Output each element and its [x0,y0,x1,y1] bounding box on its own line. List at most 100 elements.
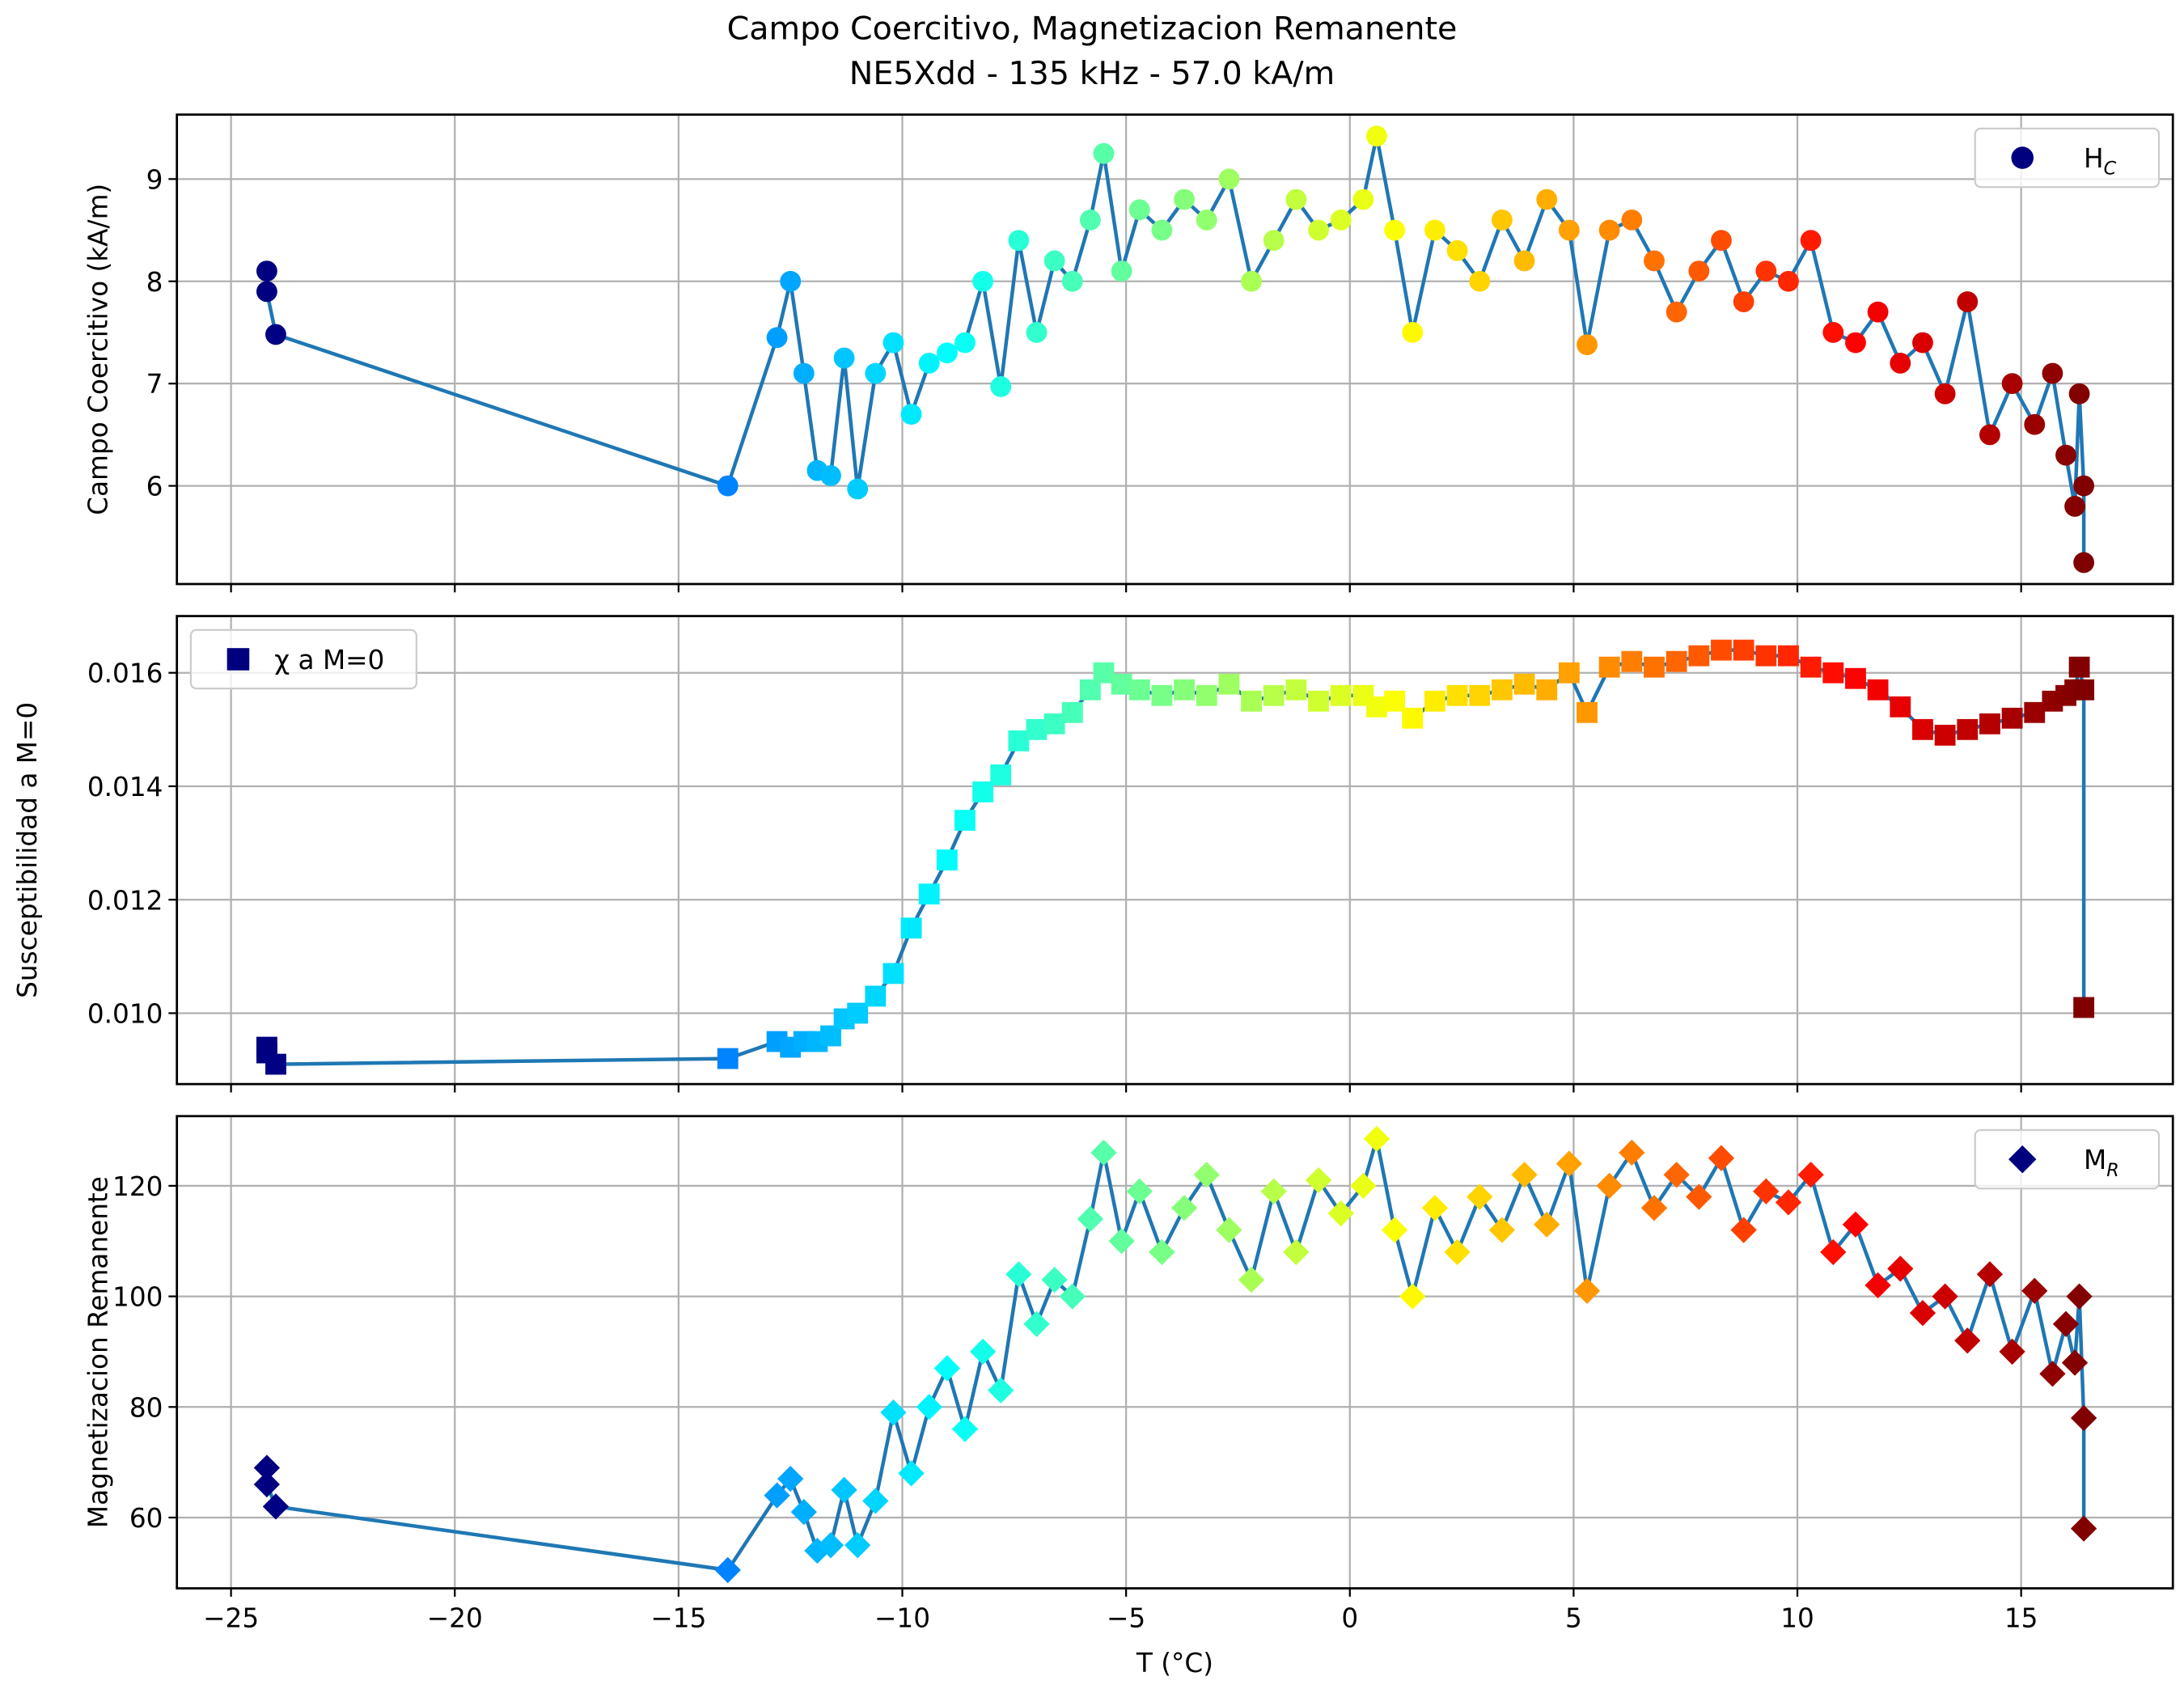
subplot: 0.010 0.012 0.014 0.016 Susceptibilidad a M=… [12,615,2174,1093]
y-tick-label: 100 [112,1282,163,1313]
data-point [1711,230,1732,252]
data-point [954,810,976,831]
data-point [882,963,904,984]
data-point [1596,1172,1623,1200]
legend-box [1974,127,2161,188]
data-point [1218,168,1240,190]
data-point [1867,679,1889,701]
data-point [1577,334,1598,356]
data-point [833,347,855,369]
data-point [880,1399,907,1426]
data-point [1733,291,1754,312]
x-tick-label: −5 [1107,1603,1145,1634]
data-point [1093,662,1115,684]
data-point [1308,219,1329,241]
data-point [1402,322,1424,343]
data-point [1421,1195,1449,1221]
data-point [1108,1228,1135,1255]
data-point [1424,690,1445,712]
data-point [1513,250,1535,272]
legend-marker [2008,1145,2037,1174]
data-point [714,1556,741,1584]
data-point [1350,1172,1377,1200]
data-point [1308,690,1329,712]
y-axis-label: Susceptibilidad a M=0 [12,702,43,998]
y-tick-label: 120 [112,1171,163,1202]
data-point [1491,679,1513,701]
data-point [2024,701,2046,723]
data-point [1218,673,1240,695]
x-tick-label: 5 [1565,1603,1582,1634]
y-tick-label: 0.014 [87,772,163,802]
data-point [1513,673,1535,695]
data-point [1305,1166,1332,1194]
data-point [1890,696,1911,718]
data-point [918,352,940,374]
data-point [865,362,887,384]
data-point [1330,209,1352,231]
data-point [969,1338,997,1365]
data-point [1867,301,1889,323]
x-tick-label: 0 [1341,1603,1358,1634]
data-point [1912,718,1933,740]
data-point [2070,1404,2097,1432]
data-point [990,764,1012,785]
data-point [898,1460,925,1487]
data-point [900,404,922,426]
data-point [717,1048,739,1069]
data-point [2068,656,2090,678]
data-point [1469,270,1491,292]
data-point [2001,373,2023,395]
data-point [262,1493,290,1520]
legend-subscript: R [2106,1160,2119,1181]
y-tick-label: 0.010 [87,999,163,1030]
legend: χ a M=0 [189,629,417,690]
data-point [820,465,841,486]
chart-title: Campo Coercitivo, Magnetizacion Remanent… [727,11,1458,48]
data-point [1330,684,1352,706]
data-point [847,1002,869,1024]
data-point [1800,230,1822,252]
data-point [256,281,277,303]
data-point [954,332,976,354]
data-point [1285,679,1307,701]
data-point [1640,1195,1668,1221]
data-point [1151,684,1173,706]
data-point [936,849,958,871]
data-point [1384,219,1406,241]
data-point [1444,1238,1471,1266]
data-point [1111,260,1132,282]
y-tick-label: 80 [129,1392,163,1423]
x-tick-label: 10 [1780,1603,1814,1634]
data-point [865,985,887,1007]
data-point [1536,188,1558,210]
data-point [1151,219,1173,241]
data-point [1128,199,1150,221]
legend-label: χ a M=0 [274,645,384,675]
data-point [1366,696,1387,718]
data-point [2055,444,2076,466]
data-point [1558,219,1580,241]
data-point [1644,250,1665,272]
data-point [2024,413,2046,435]
data-point [1733,639,1754,661]
data-point [1577,701,1598,723]
data-point [1263,230,1285,252]
subplot: −25 −20 −15 −10 −5 0 5 10 15 60 80 100 120Magnetizac… [83,1115,2174,1679]
data-point [847,478,869,500]
data-point [1979,713,2000,735]
data-point [1263,684,1285,706]
data-point [265,324,286,345]
data-point [1890,352,1911,374]
data-point [1822,322,1844,343]
y-axis-label: Campo Coercitivo (kA/m) [83,184,114,515]
data-point [1976,1261,2004,1288]
data-point [1381,1217,1408,1243]
data-point [1467,1183,1493,1210]
data-point [2073,997,2095,1018]
data-point [1663,1162,1690,1188]
data-point [1666,650,1687,672]
data-point [1778,645,1799,667]
data-point [831,1476,857,1503]
